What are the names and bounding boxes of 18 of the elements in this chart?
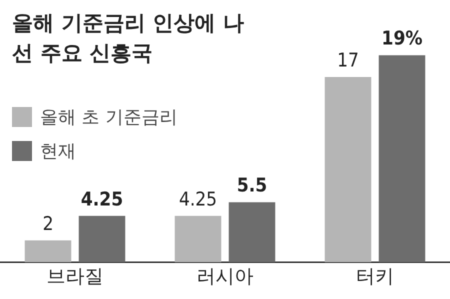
legend-label: 올해 초 기준금리: [40, 106, 178, 129]
bar: [78, 216, 126, 262]
data-label: 19%: [382, 28, 422, 50]
bar: [24, 240, 72, 262]
x-tick-label: 브라질: [46, 266, 104, 288]
data-label: 17: [337, 49, 359, 72]
bar: [174, 216, 222, 262]
bar: [378, 55, 426, 262]
chart-title: 올해 기준금리 인상에 나선 주요 신흥국: [12, 10, 245, 67]
data-label: 5.5: [236, 174, 268, 197]
legend-label: 현재: [40, 140, 76, 163]
x-tick-label: 러시아: [196, 266, 254, 288]
data-label: 4.25: [178, 188, 218, 210]
bar: [324, 76, 372, 262]
x-tick-label: 터키: [356, 266, 394, 288]
data-label: 2: [42, 212, 54, 235]
bar: [228, 202, 276, 262]
data-label: 4.25: [80, 188, 124, 210]
